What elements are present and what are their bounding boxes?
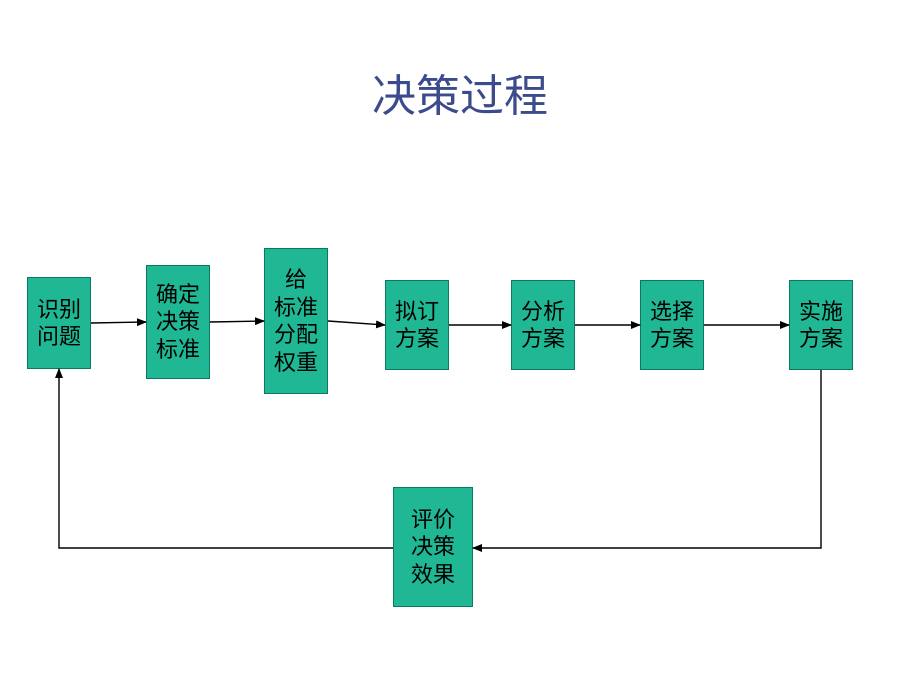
flow-node-n1: 识别问题 [27, 277, 91, 369]
flow-edge [328, 321, 385, 325]
flow-node-n5: 分析方案 [511, 280, 575, 370]
flow-node-n4: 拟订方案 [385, 280, 449, 370]
flow-node-n7: 实施方案 [789, 280, 853, 370]
flow-node-n2: 确定决策标准 [146, 265, 210, 379]
page-title: 决策过程 [0, 60, 920, 124]
flow-edge [59, 369, 393, 548]
flow-node-n3: 给标准分配权重 [264, 248, 328, 394]
flow-edge [91, 322, 146, 323]
flow-node-n6: 选择方案 [640, 280, 704, 370]
flow-edge [210, 321, 264, 322]
flow-edge [473, 370, 821, 548]
flow-node-n8: 评价决策效果 [393, 487, 473, 607]
